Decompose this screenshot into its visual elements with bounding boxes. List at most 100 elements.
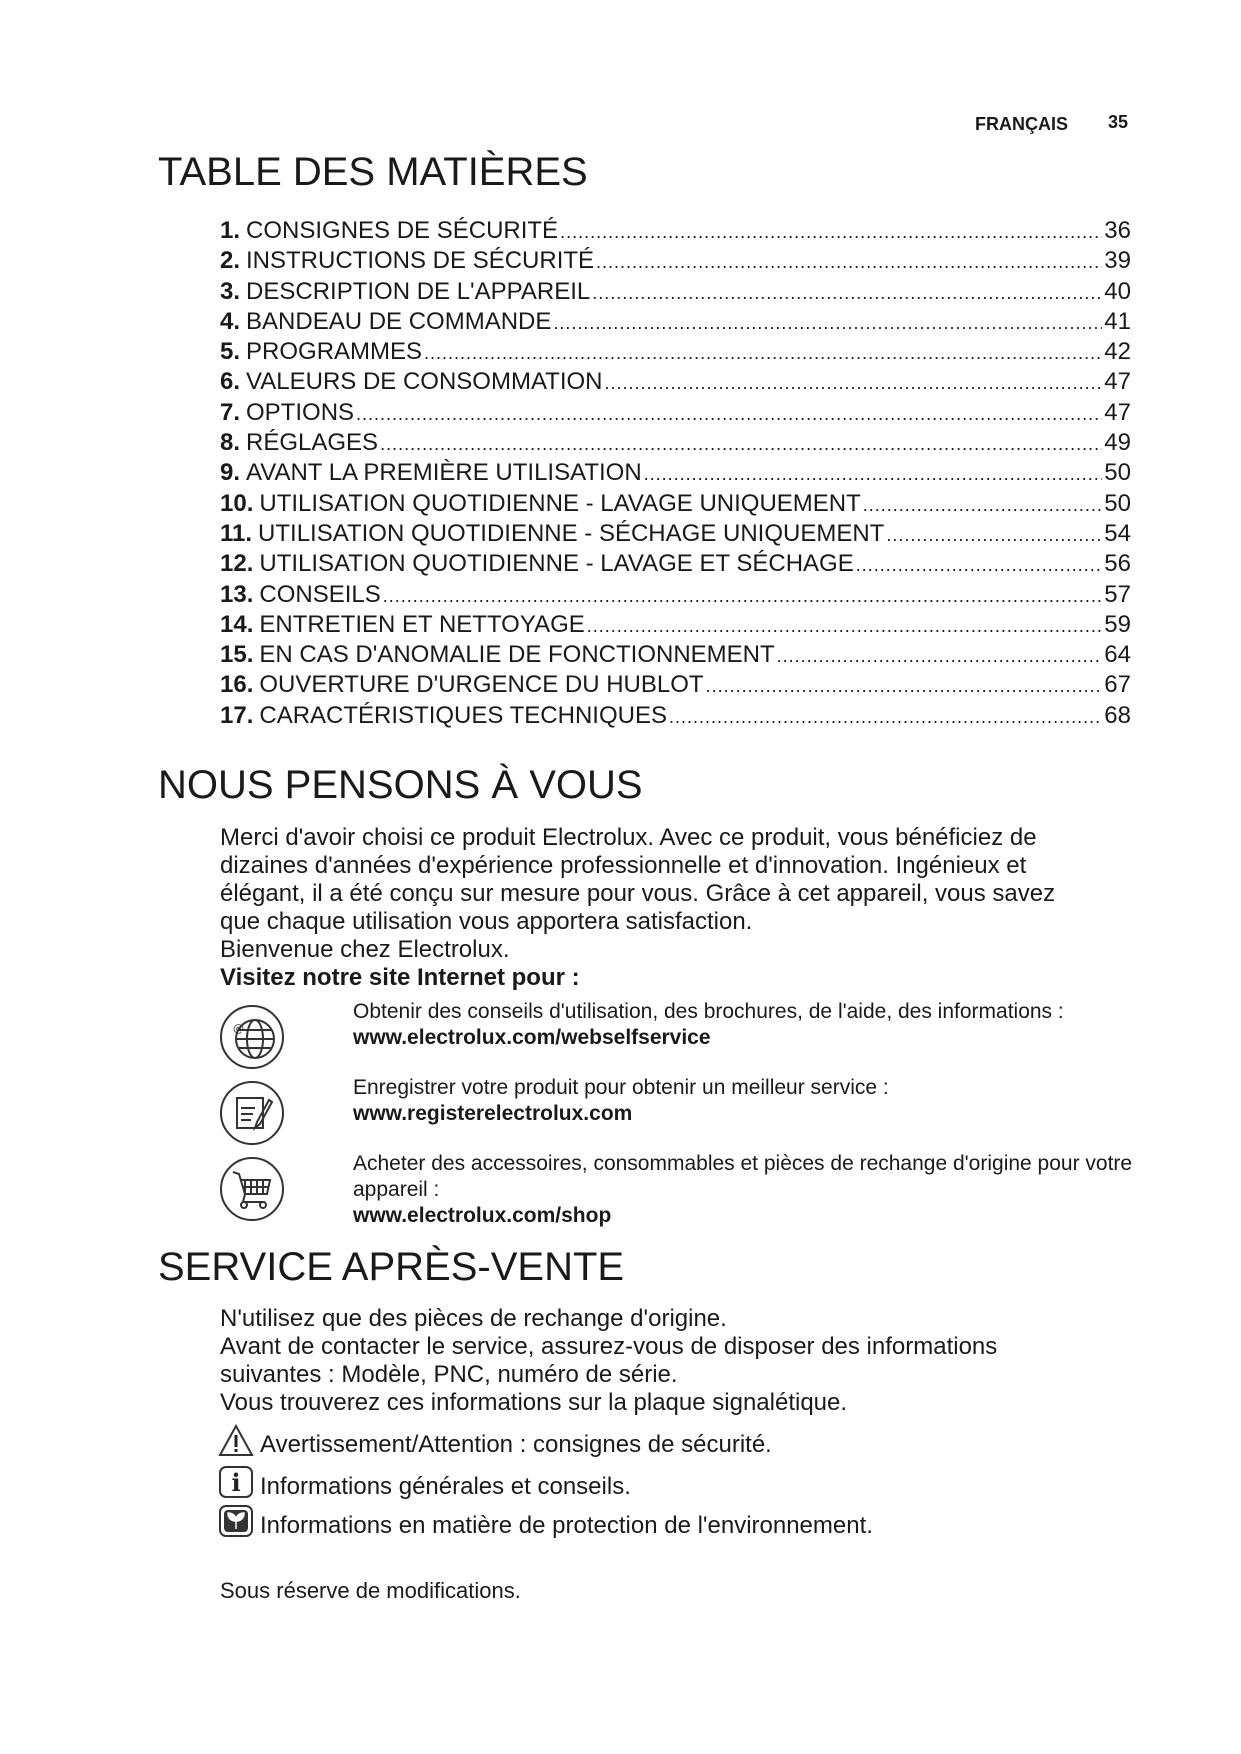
toc-leader-dots — [777, 640, 1103, 671]
toc-item-number: 5. — [220, 338, 241, 366]
toc-leader-dots — [560, 216, 1102, 247]
register-link[interactable]: www.registerelectrolux.com — [353, 1102, 633, 1125]
toc-item-label: EN CAS D'ANOMALIE DE FONCTIONNEMENT — [259, 641, 775, 669]
toc-item-number: 13. — [220, 580, 254, 608]
intro-title: NOUS PENSONS À VOUS — [158, 763, 643, 807]
toc-leader-dots — [863, 489, 1103, 520]
toc-item-page: 59 — [1104, 610, 1131, 638]
toc-item[interactable]: 12. UTILISATION QUOTIDIENNE - LAVAGE ET S… — [220, 549, 1131, 579]
toc-item-number: 3. — [220, 277, 241, 305]
toc-leader-dots — [596, 246, 1102, 277]
toc-item-number: 8. — [220, 429, 241, 457]
toc-item-label: CARACTÉRISTIQUES TECHNIQUES — [259, 701, 667, 729]
page-number: 35 — [1108, 112, 1129, 132]
toc-item[interactable]: 4.BANDEAU DE COMMANDE 41 — [220, 307, 1131, 337]
toc-item[interactable]: 2.INSTRUCTIONS DE SÉCURITÉ 39 — [220, 246, 1131, 276]
service-title: SERVICE APRÈS-VENTE — [158, 1245, 625, 1289]
toc-item-page: 47 — [1104, 368, 1131, 396]
toc-leader-dots — [856, 549, 1103, 580]
toc-leader-dots — [605, 367, 1103, 398]
toc-item[interactable]: 11. UTILISATION QUOTIDIENNE - SÉCHAGE UNI… — [220, 519, 1131, 549]
toc-item-page: 54 — [1104, 519, 1131, 547]
toc-leader-dots — [644, 458, 1103, 489]
toc-item-page: 68 — [1104, 701, 1131, 729]
toc-item[interactable]: 5.PROGRAMMES 42 — [220, 337, 1131, 367]
service-paragraph: N'utilisez que des pièces de rechange d'… — [220, 1305, 1120, 1417]
toc-leader-dots — [886, 519, 1102, 550]
link-description: Acheter des accessoires, consommables et… — [353, 1152, 1133, 1201]
toc-leader-dots — [587, 610, 1103, 641]
toc-item-page: 50 — [1104, 489, 1131, 517]
toc-item-label: PROGRAMMES — [246, 338, 423, 366]
toc-item-label: DESCRIPTION DE L'APPAREIL — [246, 277, 591, 305]
warning-text: Avertissement/Attention : consignes de s… — [260, 1431, 772, 1458]
toc-item-label: AVANT LA PREMIÈRE UTILISATION — [246, 459, 642, 487]
toc-item-label: UTILISATION QUOTIDIENNE - LAVAGE UNIQUEM… — [259, 489, 861, 517]
intro-line: élégant, il a été conçu sur mesure pour … — [220, 880, 1056, 907]
toc-item-number: 16. — [220, 671, 254, 699]
svg-text:@: @ — [233, 1022, 244, 1035]
info-icon: i — [219, 1466, 253, 1498]
service-line: suivantes : Modèle, PNC, numéro de série… — [220, 1361, 678, 1388]
toc-item-label: OPTIONS — [246, 398, 355, 426]
shopping-cart-icon — [220, 1157, 284, 1221]
toc-item-label: BANDEAU DE COMMANDE — [246, 307, 552, 335]
toc-item-page: 57 — [1104, 580, 1131, 608]
toc-item-number: 12. — [220, 550, 254, 578]
toc-item-label: CONSIGNES DE SÉCURITÉ — [246, 217, 559, 244]
toc-item-page: 40 — [1104, 277, 1131, 305]
toc-item-page: 56 — [1104, 550, 1131, 578]
shop-link[interactable]: www.electrolux.com/shop — [353, 1204, 612, 1227]
toc-item-page: 67 — [1104, 671, 1131, 699]
footer-note: Sous réserve de modifications. — [220, 1578, 521, 1603]
toc-leader-dots — [383, 580, 1103, 611]
toc-item-number: 9. — [220, 459, 241, 487]
toc-item-number: 7. — [220, 398, 241, 426]
toc-item[interactable]: 17.CARACTÉRISTIQUES TECHNIQUES 68 — [220, 701, 1131, 731]
toc-leader-dots — [424, 337, 1102, 368]
link-item-register: Enregistrer votre produit pour obtenir u… — [353, 1075, 1143, 1127]
toc-leader-dots — [356, 398, 1102, 429]
environment-text: Informations en matière de protection de… — [260, 1512, 873, 1539]
toc-leader-dots — [553, 307, 1102, 338]
toc-item[interactable]: 16.OUVERTURE D'URGENCE DU HUBLOT 67 — [220, 670, 1131, 700]
link-item-shop: Acheter des accessoires, consommables et… — [353, 1151, 1143, 1229]
toc-item-number: 6. — [220, 368, 241, 396]
toc-title: TABLE DES MATIÈRES — [158, 150, 588, 194]
toc-item[interactable]: 9.AVANT LA PREMIÈRE UTILISATION 50 — [220, 458, 1131, 488]
link-item-webselfservice: Obtenir des conseils d'utilisation, des … — [353, 999, 1143, 1051]
toc-item[interactable]: 1.CONSIGNES DE SÉCURITÉ 36 — [220, 216, 1131, 246]
toc-item-page: 41 — [1104, 307, 1131, 335]
toc-item[interactable]: 15.EN CAS D'ANOMALIE DE FONCTIONNEMENT 64 — [220, 640, 1131, 670]
intro-line: Merci d'avoir choisi ce produit Electrol… — [220, 824, 1037, 851]
info-text: Informations générales et conseils. — [260, 1473, 631, 1500]
toc-item[interactable]: 7.OPTIONS 47 — [220, 398, 1131, 428]
warning-icon — [218, 1424, 254, 1456]
register-document-icon — [220, 1081, 284, 1145]
toc-item-page: 42 — [1104, 338, 1131, 366]
toc-item[interactable]: 6.VALEURS DE CONSOMMATION 47 — [220, 367, 1131, 397]
visit-label: Visitez notre site Internet pour : — [220, 964, 580, 991]
toc-item-number: 1. — [220, 217, 241, 244]
toc-item-label: ENTRETIEN ET NETTOYAGE — [259, 610, 585, 638]
svg-text:i: i — [231, 1468, 240, 1497]
service-line: Avant de contacter le service, assurez-v… — [220, 1333, 998, 1360]
toc-item-page: 39 — [1104, 247, 1131, 275]
toc-item-label: UTILISATION QUOTIDIENNE - SÉCHAGE UNIQUE… — [258, 519, 885, 547]
toc-item-number: 2. — [220, 247, 241, 275]
intro-line: que chaque utilisation vous apportera sa… — [220, 908, 753, 935]
toc-item[interactable]: 10. UTILISATION QUOTIDIENNE - LAVAGE UNIQ… — [220, 489, 1131, 519]
toc-item[interactable]: 3.DESCRIPTION DE L'APPAREIL 40 — [220, 277, 1131, 307]
toc-leader-dots — [669, 701, 1102, 732]
toc-item[interactable]: 14.ENTRETIEN ET NETTOYAGE 59 — [220, 610, 1131, 640]
link-description: Enregistrer votre produit pour obtenir u… — [353, 1076, 889, 1099]
toc-item[interactable]: 8.RÉGLAGES 49 — [220, 428, 1131, 458]
toc-item-label: UTILISATION QUOTIDIENNE - LAVAGE ET SÉCH… — [259, 550, 854, 578]
toc-item[interactable]: 13.CONSEILS 57 — [220, 580, 1131, 610]
toc-item-number: 14. — [220, 610, 254, 638]
webselfservice-link[interactable]: www.electrolux.com/webselfservice — [353, 1026, 711, 1049]
toc-item-page: 49 — [1104, 429, 1131, 457]
toc-item-number: 11. — [220, 519, 253, 547]
link-description: Obtenir des conseils d'utilisation, des … — [353, 1000, 1064, 1023]
service-line: N'utilisez que des pièces de rechange d'… — [220, 1305, 727, 1332]
